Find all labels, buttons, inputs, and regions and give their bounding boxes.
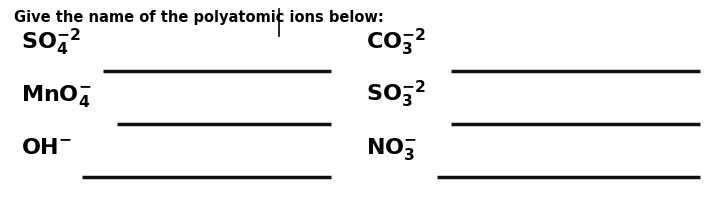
Text: $\mathbf{SO_3^{-2}}$: $\mathbf{SO_3^{-2}}$ bbox=[366, 79, 426, 110]
Text: $\mathbf{OH^{-}}$: $\mathbf{OH^{-}}$ bbox=[21, 138, 73, 158]
Text: Give the name of the polyatomic ions below:: Give the name of the polyatomic ions bel… bbox=[14, 10, 384, 25]
Text: $\mathbf{SO_4^{-2}}$: $\mathbf{SO_4^{-2}}$ bbox=[21, 26, 81, 57]
Text: $\mathbf{NO_3^{-}}$: $\mathbf{NO_3^{-}}$ bbox=[366, 136, 417, 161]
Text: $\mathbf{MnO_4^{-}}$: $\mathbf{MnO_4^{-}}$ bbox=[21, 83, 92, 109]
Text: $\mathbf{CO_3^{-2}}$: $\mathbf{CO_3^{-2}}$ bbox=[366, 26, 426, 57]
